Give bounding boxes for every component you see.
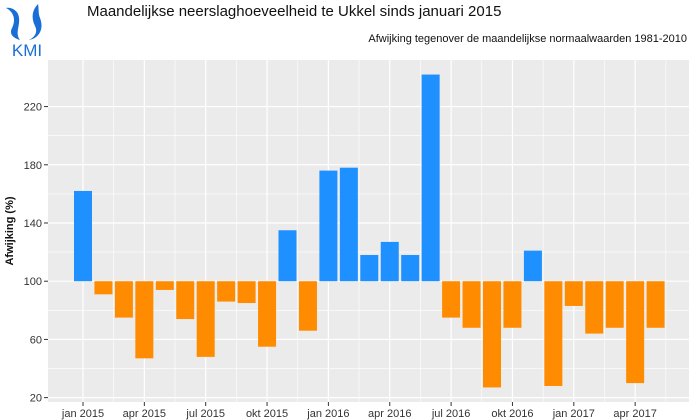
bar-2016-09 — [483, 281, 501, 388]
x-tick-label: apr 2017 — [613, 408, 656, 420]
bar-2015-12 — [298, 281, 317, 331]
bar-2017-05 — [646, 281, 665, 328]
plot-panel — [48, 60, 689, 402]
logo-swirl-left — [6, 7, 20, 41]
x-tick-label: jan 2016 — [306, 408, 349, 420]
bar-2017-01 — [564, 281, 583, 306]
logo-text: KMI — [12, 41, 42, 58]
bar-2015-09 — [237, 281, 256, 304]
y-tick-label: 220 — [24, 102, 42, 114]
bar-2015-02 — [94, 281, 113, 295]
bar-2016-08 — [462, 281, 481, 328]
bar-2016-04 — [380, 241, 399, 282]
bar-2015-01 — [74, 190, 92, 282]
y-tick-label: 140 — [24, 218, 42, 230]
bar-2015-03 — [114, 281, 133, 318]
x-tick-label: jan 2017 — [552, 408, 595, 420]
bar-2017-04 — [626, 281, 645, 384]
x-tick-label: apr 2016 — [368, 408, 411, 420]
bar-2015-07 — [196, 281, 215, 357]
bar-2017-03 — [605, 281, 624, 328]
x-tick-label: jan 2015 — [61, 408, 104, 420]
grid-lines — [48, 60, 689, 402]
x-tick-label: okt 2015 — [246, 408, 288, 420]
bar-2016-11 — [523, 250, 542, 282]
y-tick-label: 180 — [24, 160, 42, 172]
x-tick-label: jul 2016 — [431, 408, 471, 420]
bar-2015-05 — [155, 281, 174, 290]
logo-swirl-right — [29, 4, 42, 40]
bar-2016-12 — [544, 281, 563, 386]
chart-subtitle: Afwijking tegenover de maandelijkse norm… — [368, 33, 687, 45]
x-tick-label: okt 2016 — [491, 408, 533, 420]
bar-2016-03 — [360, 255, 379, 282]
y-axis: 20 60 100 140 180 220 — [24, 102, 48, 405]
bars — [74, 74, 665, 388]
x-axis: jan 2015 apr 2015 jul 2015 okt 2015 jan 2016… — [61, 402, 657, 420]
bar-2015-04 — [135, 281, 154, 359]
chart-title: Maandelijkse neerslaghoeveelheid te Ukke… — [87, 3, 502, 20]
bar-2015-06 — [176, 281, 195, 320]
y-axis-label: Afwijking (%) — [4, 196, 16, 265]
bar-2016-05 — [401, 255, 420, 282]
bar-2016-10 — [503, 281, 522, 328]
bar-2016-07 — [442, 281, 461, 318]
bar-2015-11 — [278, 230, 297, 282]
y-tick-label: 60 — [30, 334, 42, 346]
bar-2017-02 — [585, 281, 604, 334]
bar-2016-02 — [339, 167, 358, 282]
y-tick-label: 20 — [30, 393, 42, 405]
y-tick-label: 100 — [24, 276, 42, 288]
bar-2016-06 — [421, 74, 440, 282]
bar-2015-08 — [217, 281, 236, 302]
x-tick-label: jul 2015 — [185, 408, 225, 420]
x-tick-label: apr 2015 — [123, 408, 166, 420]
bar-2015-10 — [258, 281, 277, 347]
kmi-logo: KMI — [6, 4, 42, 58]
bar-2016-01 — [319, 170, 338, 282]
